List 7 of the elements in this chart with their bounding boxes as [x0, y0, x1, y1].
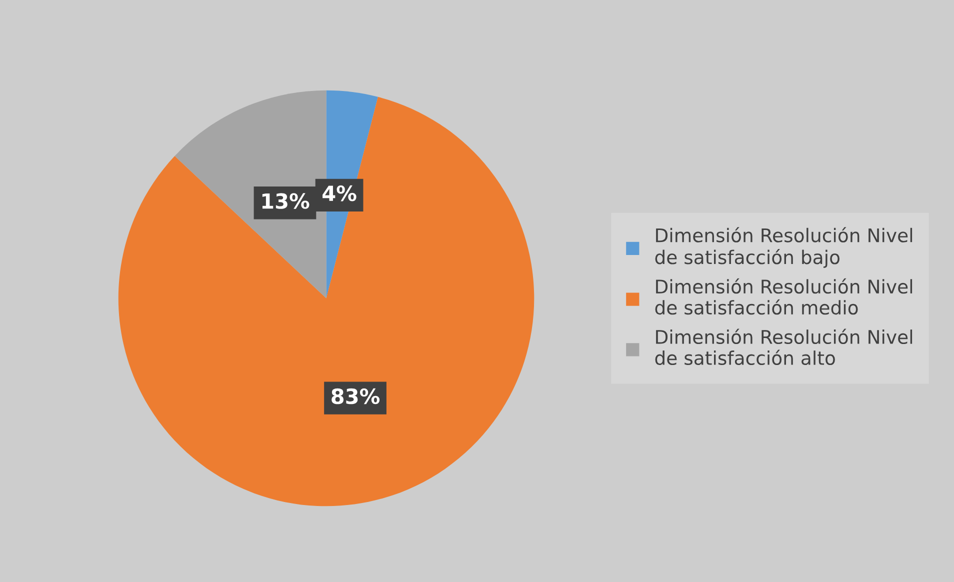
- legend-label: Dimensión Resolución Nivel de satisfacción bajo: [655, 227, 912, 268]
- data-label: 4%: [322, 185, 356, 202]
- pie-slice: [118, 96, 534, 506]
- legend-label: Dimensión Resolución Nivel de satisfacción medio: [655, 278, 912, 315]
- legend-label: Dimensión Resolución Nivel de satisfacción alto: [655, 328, 912, 366]
- data-label: 13%: [262, 193, 310, 209]
- data-label: 83%: [332, 388, 380, 404]
